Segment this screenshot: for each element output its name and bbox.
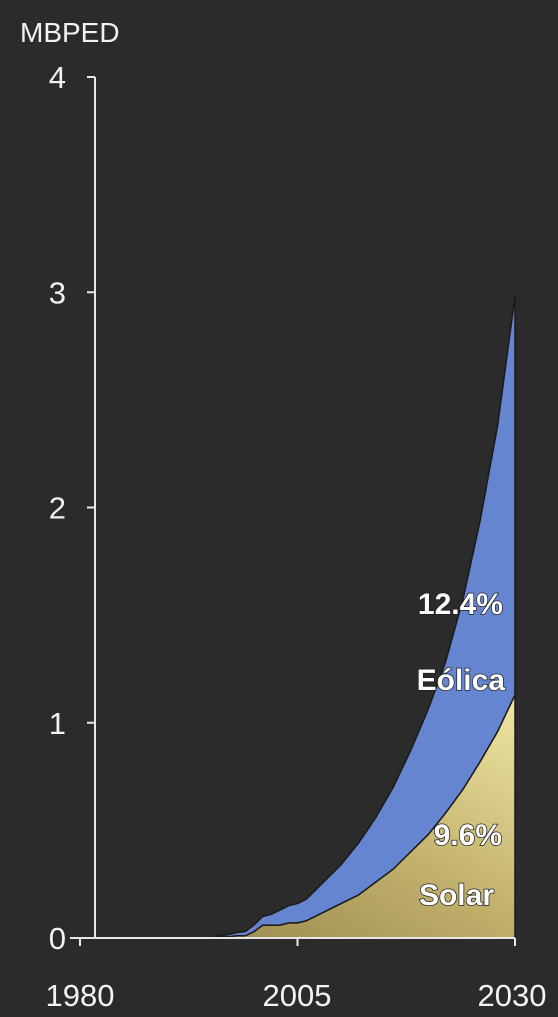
y-axis-ticks: 0 1 2 3 4 xyxy=(49,60,95,956)
y-tick-label: 1 xyxy=(49,706,66,741)
y-axis-unit-label: MBPED xyxy=(20,17,120,48)
y-tick-label: 0 xyxy=(49,921,66,956)
solar-share-label: 9.6% xyxy=(434,819,502,852)
y-tick-label: 2 xyxy=(49,491,66,526)
eolica-series-label: Eólica xyxy=(417,664,506,697)
y-tick-label: 4 xyxy=(49,60,66,95)
solar-series-label: Solar xyxy=(419,879,494,912)
eolica-area xyxy=(80,296,516,939)
x-tick-label: 2030 xyxy=(478,978,547,1013)
x-tick-label: 2005 xyxy=(263,978,332,1013)
eolica-share-label: 12.4% xyxy=(418,588,503,621)
x-axis-ticks: 1980 2005 2030 xyxy=(46,938,547,1013)
x-tick-label: 1980 xyxy=(46,978,115,1013)
y-tick-label: 3 xyxy=(49,275,66,310)
